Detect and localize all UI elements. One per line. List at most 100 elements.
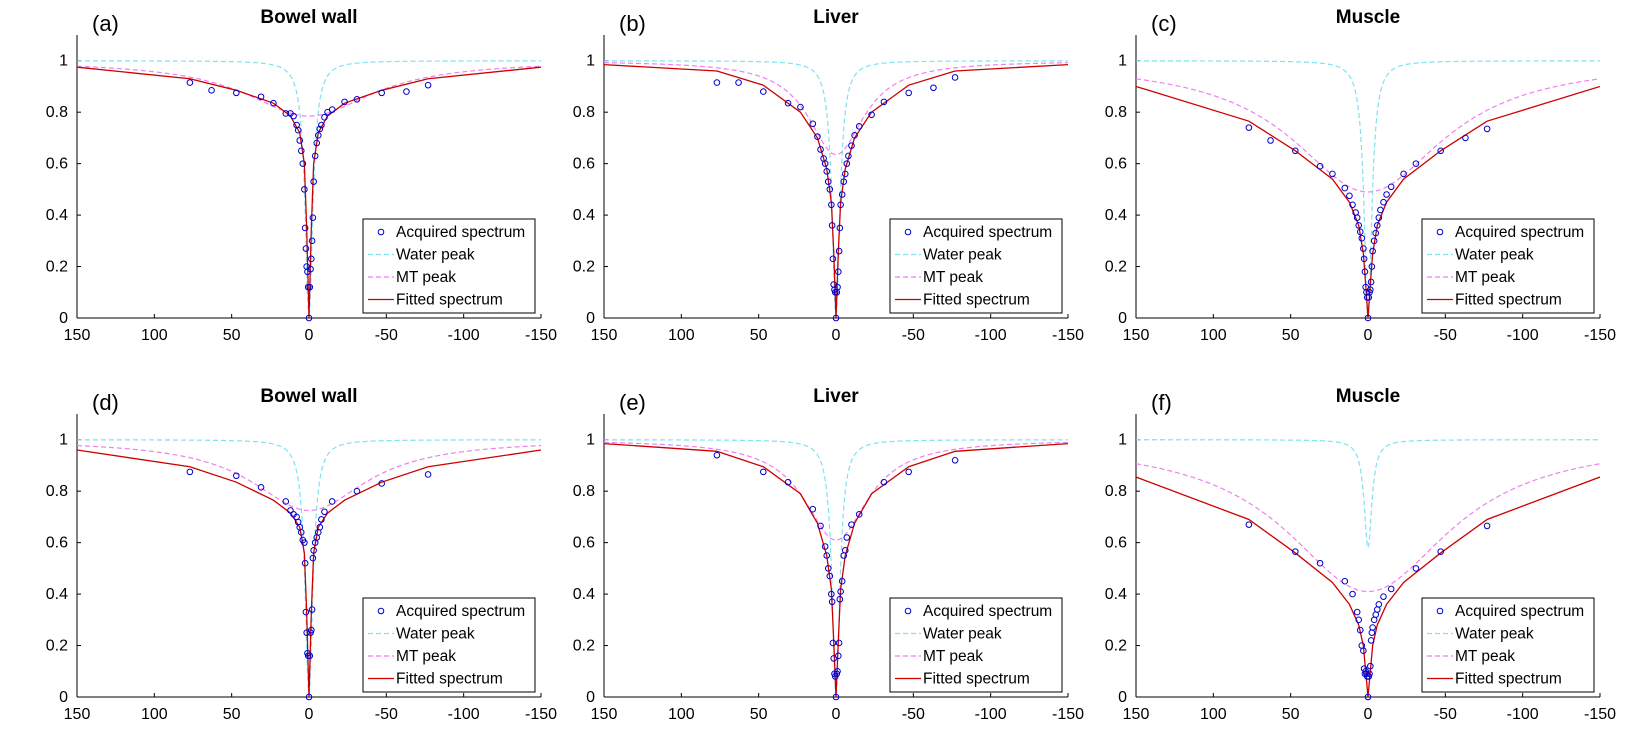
acquired-point (302, 608, 310, 616)
x-tick-label: 100 (668, 327, 695, 344)
acquired-point (233, 472, 240, 480)
panel-title: Muscle (1336, 386, 1400, 407)
legend-label: Water peak (396, 626, 475, 643)
mt-peak-line (1136, 463, 1600, 593)
acquired-point (316, 125, 324, 133)
y-tick-label: 0 (586, 689, 595, 706)
panel-title: Liver (813, 386, 859, 407)
legend-label: Acquired spectrum (1455, 224, 1584, 241)
acquired-point (1316, 162, 1324, 170)
acquired-point (1353, 214, 1361, 221)
acquired-point (930, 84, 937, 92)
water-peak-line (1136, 439, 1600, 551)
acquired-point (843, 534, 851, 541)
acquired-point (301, 186, 308, 193)
acquired-point (308, 237, 316, 245)
x-tick-label: 0 (832, 706, 841, 723)
panel: Bowel wall (a) 150 100 50 0 -50 -100 -150 0 0.2 0.4… (46, 7, 557, 344)
panel: Bowel wall (d) 150 100 50 0 -50 -100 -150 0 0.2 0.4… (46, 386, 557, 723)
acquired-point (1483, 522, 1491, 530)
acquired-point (309, 554, 317, 562)
acquired-point (837, 201, 844, 209)
x-tick-label: -50 (902, 706, 925, 723)
acquired-point (1292, 147, 1299, 155)
acquired-point (828, 222, 836, 229)
acquired-point (282, 110, 290, 117)
acquired-point (1360, 647, 1367, 654)
legend-label: MT peak (1455, 648, 1515, 665)
panel-letter: (c) (1151, 11, 1177, 36)
acquired-point (880, 98, 888, 106)
legend-marker-acquired (904, 228, 912, 236)
acquired-point (797, 103, 804, 111)
acquired-point (829, 255, 837, 263)
acquired-point (1483, 125, 1491, 133)
legend: Acquired spectrum Water peak MT peak Fitted… (889, 597, 1063, 693)
x-tick-label: 150 (64, 327, 91, 344)
legend-label: Fitted spectrum (1455, 671, 1562, 688)
panel-letter: (e) (619, 390, 646, 415)
legend-label: Acquired spectrum (923, 224, 1052, 241)
acquired-point (1341, 184, 1349, 192)
y-tick-label: 0 (59, 310, 68, 327)
acquired-point (848, 142, 855, 149)
legend-box (362, 218, 536, 314)
panel-title: Bowel wall (260, 386, 357, 407)
legend-label: Acquired spectrum (396, 603, 525, 620)
x-tick-label: -100 (448, 327, 480, 344)
acquired-point (318, 121, 325, 129)
x-tick-label: 150 (1123, 706, 1150, 723)
acquired-point (1370, 237, 1378, 245)
acquired-point (353, 96, 361, 103)
acquired-point (186, 468, 194, 476)
acquired-point (836, 224, 844, 232)
acquired-point (1316, 559, 1324, 567)
legend-label: Acquired spectrum (396, 224, 525, 241)
legend-label: Water peak (1455, 247, 1534, 264)
legend-label: MT peak (923, 269, 983, 286)
y-tick-label: 0.6 (46, 156, 68, 173)
mt-peak-line (77, 444, 541, 512)
y-tick-label: 0.4 (1105, 586, 1127, 603)
panel: Muscle (f) 150 100 50 0 -50 -100 -150 0 0.2 0.4 0.6 0… (1105, 386, 1616, 723)
acquired-point (1383, 191, 1390, 198)
acquired-point (828, 598, 836, 606)
legend: Acquired spectrum Water peak MT peak Fitted… (889, 218, 1063, 314)
legend-marker-acquired (1436, 607, 1444, 615)
y-tick-label: 0 (1118, 310, 1127, 327)
acquired-point (814, 133, 821, 140)
y-tick-label: 0.2 (573, 259, 595, 276)
acquired-point (310, 178, 317, 185)
acquired-point (821, 160, 829, 167)
acquired-point (305, 314, 313, 322)
acquired-point (845, 152, 852, 160)
acquired-point (821, 543, 829, 550)
acquired-point (823, 552, 831, 559)
x-tick-label: 0 (1364, 706, 1373, 723)
acquired-point (308, 255, 315, 263)
acquired-point (1375, 214, 1383, 221)
acquired-point (841, 547, 849, 554)
x-tick-label: -150 (525, 706, 557, 723)
acquired-point (321, 508, 328, 516)
x-tick-label: -100 (1507, 327, 1539, 344)
acquired-point (1387, 585, 1395, 593)
acquired-point (1355, 616, 1363, 624)
acquired-point (905, 468, 912, 476)
acquired-point (835, 652, 842, 660)
acquired-point (1355, 222, 1363, 229)
acquired-point (855, 511, 863, 518)
acquired-point (305, 693, 313, 701)
fitted-spectrum-line (1136, 476, 1600, 697)
x-tick-label: -50 (375, 327, 398, 344)
y-tick-label: 0.4 (573, 586, 595, 603)
acquired-point (713, 79, 721, 86)
mt-peak-line (604, 441, 1068, 541)
acquired-point (1412, 160, 1420, 167)
acquired-point (1380, 593, 1387, 600)
acquired-point (296, 137, 304, 144)
acquired-point (306, 283, 314, 291)
legend-label: Acquired spectrum (1455, 603, 1584, 620)
acquired-point (1377, 206, 1384, 214)
legend: Acquired spectrum Water peak MT peak Fitted… (362, 218, 536, 314)
